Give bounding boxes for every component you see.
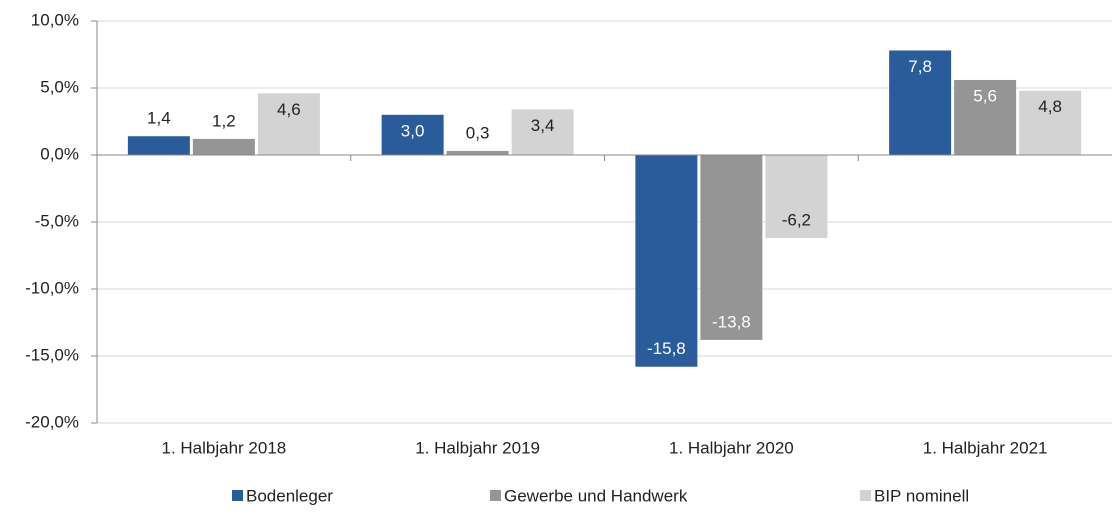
x-tick-label: 1. Halbjahr 2018 <box>161 438 286 457</box>
y-tick-label: 10,0% <box>31 10 79 29</box>
y-tick-label: -15,0% <box>25 345 79 364</box>
value-label: -15,8 <box>647 339 686 358</box>
bar <box>700 155 763 340</box>
bar <box>889 50 952 156</box>
bar <box>446 150 509 155</box>
bar <box>127 136 190 155</box>
value-label: 5,6 <box>973 86 997 105</box>
value-label: 0,3 <box>466 123 490 142</box>
legend-label: BIP nominell <box>874 486 969 505</box>
value-label: -6,2 <box>782 211 811 230</box>
x-tick-label: 1. Halbjahr 2021 <box>923 438 1048 457</box>
bar <box>1019 90 1082 155</box>
y-tick-label: -5,0% <box>35 211 79 230</box>
bar <box>192 138 255 155</box>
legend-swatch <box>232 490 243 501</box>
bar <box>765 155 828 239</box>
value-label: 3,0 <box>401 121 425 140</box>
y-tick-label: -20,0% <box>25 412 79 431</box>
value-label: 3,4 <box>531 116 555 135</box>
bar <box>381 114 444 155</box>
legend-swatch <box>490 490 501 501</box>
y-tick-label: 5,0% <box>40 77 79 96</box>
value-label: 1,4 <box>147 109 171 128</box>
value-label: 7,8 <box>908 57 932 76</box>
x-tick-label: 1. Halbjahr 2019 <box>415 438 540 457</box>
value-label: 4,6 <box>277 100 301 119</box>
legend-label: Bodenleger <box>246 486 333 505</box>
bar <box>257 93 320 155</box>
value-label: 1,2 <box>212 111 236 130</box>
y-tick-label: 0,0% <box>40 144 79 163</box>
legend-swatch <box>860 490 871 501</box>
bar <box>635 155 698 367</box>
value-label: -13,8 <box>712 312 751 331</box>
bar <box>954 79 1017 155</box>
x-tick-label: 1. Halbjahr 2020 <box>669 438 794 457</box>
y-tick-label: -10,0% <box>25 278 79 297</box>
bar <box>511 109 574 155</box>
value-label: 4,8 <box>1038 97 1062 116</box>
legend-label: Gewerbe und Handwerk <box>504 486 688 505</box>
